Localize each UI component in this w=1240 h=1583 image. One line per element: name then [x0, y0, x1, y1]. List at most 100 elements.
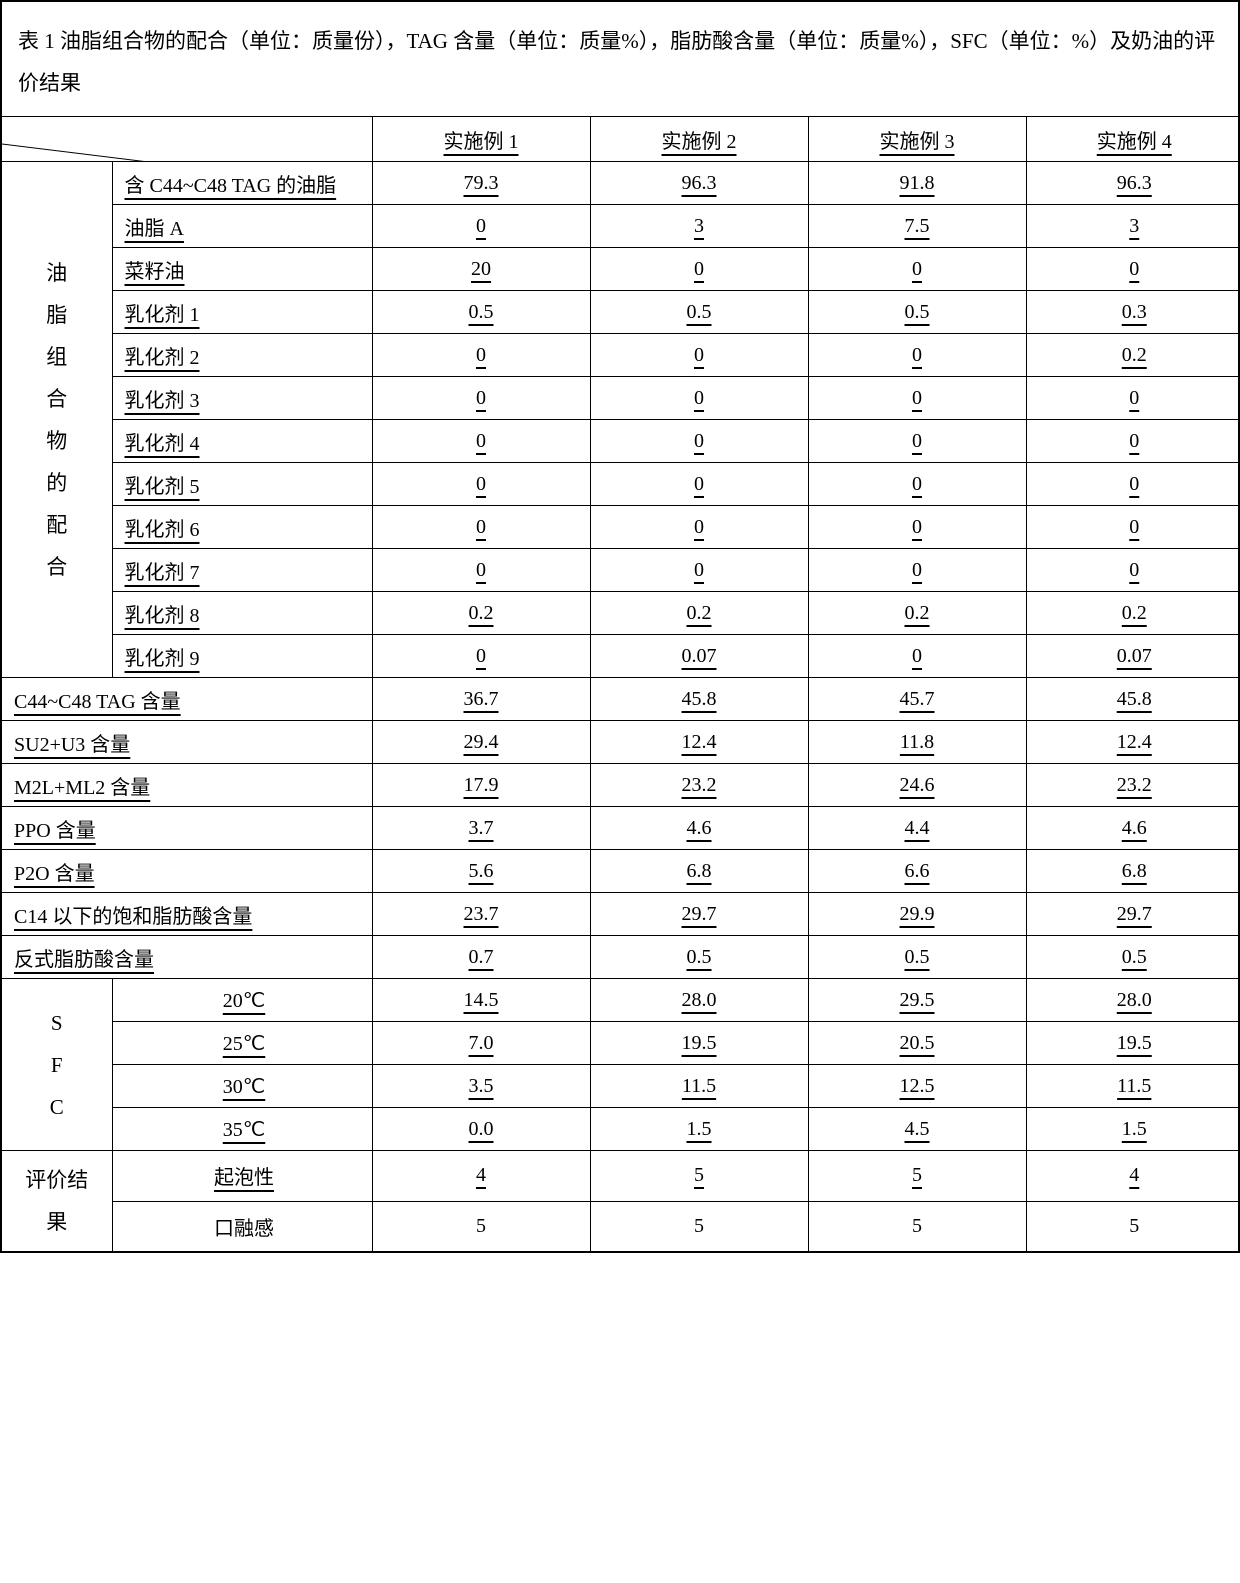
- cell: 0: [1026, 420, 1240, 463]
- row-label: C44~C48 TAG 含量: [2, 678, 372, 721]
- cell: 0: [808, 377, 1026, 420]
- table-row: 口融感 5555: [2, 1201, 1240, 1251]
- cell: 0.07: [590, 635, 808, 678]
- cell: 5: [590, 1201, 808, 1251]
- row-label: 25℃: [112, 1022, 372, 1065]
- row-label: PPO 含量: [2, 807, 372, 850]
- row-label: 20℃: [112, 979, 372, 1022]
- table-row: 乳化剂 6 0000: [2, 506, 1240, 549]
- cell: 17.9: [372, 764, 590, 807]
- cell: 0: [1026, 248, 1240, 291]
- cell: 0.2: [1026, 334, 1240, 377]
- cell: 6.8: [1026, 850, 1240, 893]
- cell: 24.6: [808, 764, 1026, 807]
- cell: 29.5: [808, 979, 1026, 1022]
- cell: 23.7: [372, 893, 590, 936]
- table-container: 表 1 油脂组合物的配合（单位：质量份），TAG 含量（单位：质量%），脂肪酸含…: [0, 0, 1240, 1253]
- cell: 0: [372, 635, 590, 678]
- table-row: 反式脂肪酸含量 0.70.50.50.5: [2, 936, 1240, 979]
- cell: 0: [808, 506, 1026, 549]
- cell: 12.4: [1026, 721, 1240, 764]
- cell: 0.2: [1026, 592, 1240, 635]
- cell: 5.6: [372, 850, 590, 893]
- row-label: C14 以下的饱和脂肪酸含量: [2, 893, 372, 936]
- table-row: PPO 含量 3.74.64.44.6: [2, 807, 1240, 850]
- cell: 23.2: [590, 764, 808, 807]
- cell: 28.0: [590, 979, 808, 1022]
- table-row: 35℃ 0.01.54.51.5: [2, 1108, 1240, 1151]
- cell: 4.6: [590, 807, 808, 850]
- table-row: 油脂组合物的配合 含 C44~C48 TAG 的油脂 79.3 96.3 91.…: [2, 162, 1240, 205]
- group-label-eval: 评价结果: [2, 1151, 112, 1252]
- row-label: 油脂 A: [112, 205, 372, 248]
- col-header: 实施例 1: [372, 117, 590, 162]
- cell: 96.3: [590, 162, 808, 205]
- cell: 23.2: [1026, 764, 1240, 807]
- cell: 0: [808, 334, 1026, 377]
- cell: 20: [372, 248, 590, 291]
- cell: 11.5: [1026, 1065, 1240, 1108]
- cell: 4: [372, 1151, 590, 1202]
- cell: 79.3: [372, 162, 590, 205]
- cell: 0: [808, 635, 1026, 678]
- table-row: 乳化剂 1 0.50.50.50.3: [2, 291, 1240, 334]
- cell: 7.5: [808, 205, 1026, 248]
- table-row: SFC 20℃ 14.528.029.528.0: [2, 979, 1240, 1022]
- cell: 3: [590, 205, 808, 248]
- cell: 5: [808, 1151, 1026, 1202]
- cell: 91.8: [808, 162, 1026, 205]
- table-row: 乳化剂 4 0000: [2, 420, 1240, 463]
- row-label: 乳化剂 2: [112, 334, 372, 377]
- cell: 0.2: [808, 592, 1026, 635]
- row-label: 乳化剂 4: [112, 420, 372, 463]
- cell: 1.5: [590, 1108, 808, 1151]
- cell: 0: [808, 549, 1026, 592]
- cell: 6.6: [808, 850, 1026, 893]
- table-row: SU2+U3 含量 29.412.411.812.4: [2, 721, 1240, 764]
- row-label: 30℃: [112, 1065, 372, 1108]
- cell: 0: [372, 463, 590, 506]
- cell: 0.5: [808, 291, 1026, 334]
- cell: 0: [372, 420, 590, 463]
- cell: 0: [590, 549, 808, 592]
- cell: 0: [372, 334, 590, 377]
- cell: 0.5: [1026, 936, 1240, 979]
- row-label: M2L+ML2 含量: [2, 764, 372, 807]
- cell: 0: [808, 463, 1026, 506]
- cell: 0: [808, 420, 1026, 463]
- cell: 45.7: [808, 678, 1026, 721]
- table-row: C14 以下的饱和脂肪酸含量 23.729.729.929.7: [2, 893, 1240, 936]
- cell: 29.4: [372, 721, 590, 764]
- cell: 5: [1026, 1201, 1240, 1251]
- cell: 7.0: [372, 1022, 590, 1065]
- cell: 36.7: [372, 678, 590, 721]
- cell: 29.9: [808, 893, 1026, 936]
- row-label: 乳化剂 3: [112, 377, 372, 420]
- cell: 4.5: [808, 1108, 1026, 1151]
- cell: 0.7: [372, 936, 590, 979]
- table-row: 乳化剂 7 0000: [2, 549, 1240, 592]
- cell: 29.7: [1026, 893, 1240, 936]
- cell: 19.5: [1026, 1022, 1240, 1065]
- row-label: 乳化剂 7: [112, 549, 372, 592]
- table-row: P2O 含量 5.66.86.66.8: [2, 850, 1240, 893]
- cell: 0.5: [590, 936, 808, 979]
- cell: 0: [372, 205, 590, 248]
- row-label: 35℃: [112, 1108, 372, 1151]
- cell: 0: [590, 334, 808, 377]
- cell: 0.2: [372, 592, 590, 635]
- cell: 0: [372, 549, 590, 592]
- cell: 0: [590, 377, 808, 420]
- col-header: 实施例 4: [1026, 117, 1240, 162]
- cell: 5: [808, 1201, 1026, 1251]
- cell: 0.0: [372, 1108, 590, 1151]
- cell: 0: [808, 248, 1026, 291]
- row-label: 乳化剂 8: [112, 592, 372, 635]
- cell: 5: [590, 1151, 808, 1202]
- table-caption: 表 1 油脂组合物的配合（单位：质量份），TAG 含量（单位：质量%），脂肪酸含…: [2, 2, 1238, 117]
- cell: 4.6: [1026, 807, 1240, 850]
- cell: 28.0: [1026, 979, 1240, 1022]
- cell: 45.8: [1026, 678, 1240, 721]
- cell: 0: [590, 420, 808, 463]
- cell: 1.5: [1026, 1108, 1240, 1151]
